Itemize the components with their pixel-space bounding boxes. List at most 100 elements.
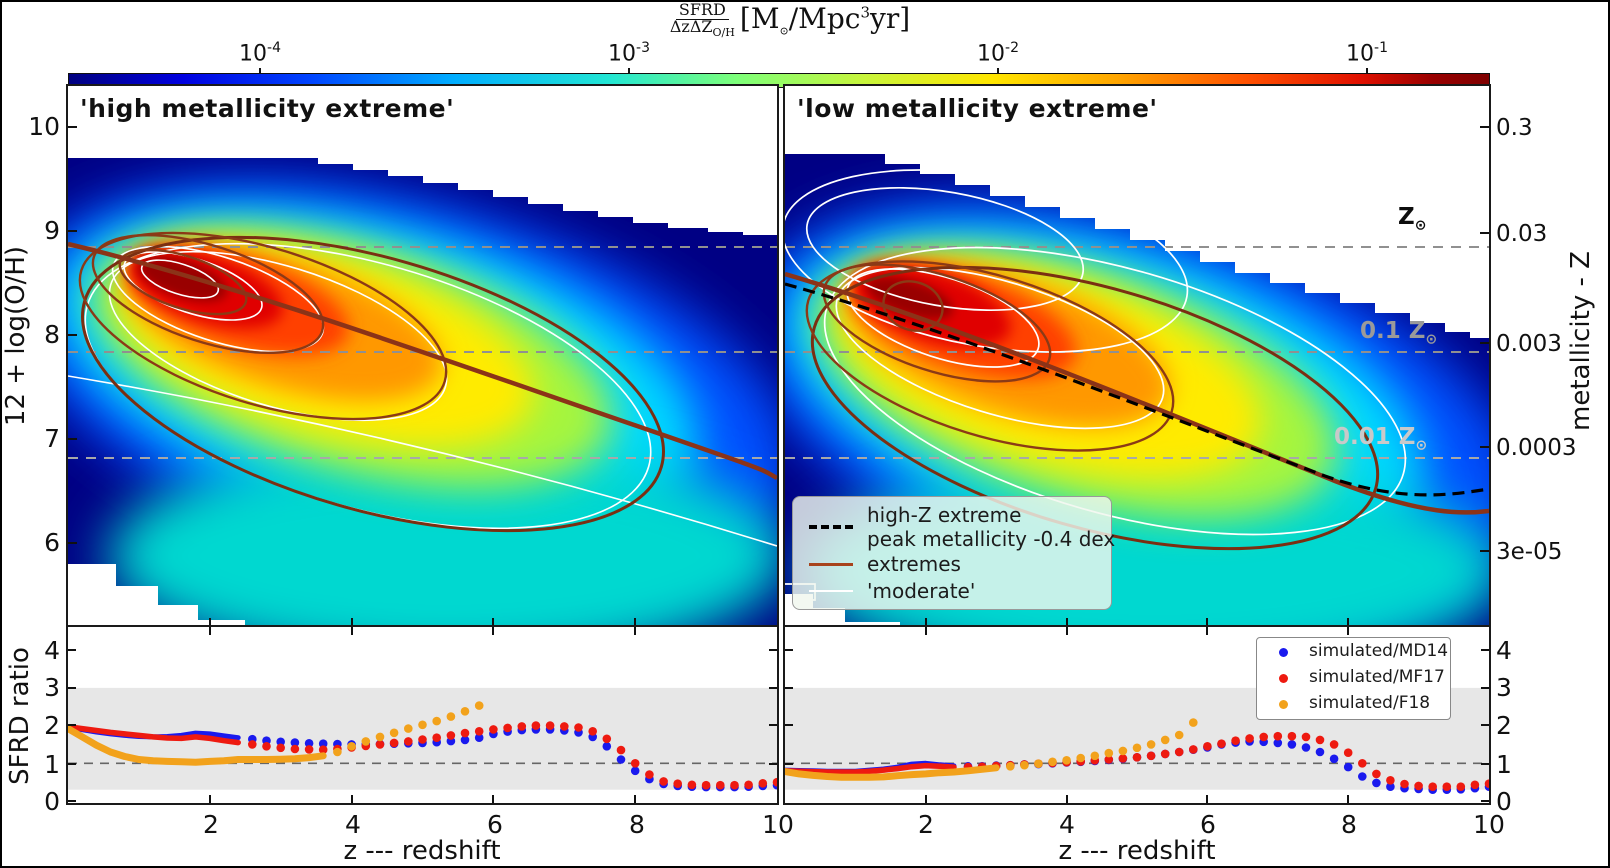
legend-ratio-item-f18: simulated/F18: [1257, 691, 1450, 717]
metallicity-axis-label: metallicity - Z: [1566, 251, 1596, 431]
series-dot-simulated/MF17: [1358, 759, 1367, 768]
series-dot-simulated/MD14: [1287, 740, 1297, 749]
series-dot-simulated/MF17: [687, 780, 697, 790]
colorbar-title-units: [M⊙/Mpc3yr]: [739, 2, 911, 39]
series-dot-simulated/MD14: [1372, 778, 1381, 788]
series-dot-simulated/F18: [347, 742, 356, 751]
series-dot-simulated/F18: [418, 720, 427, 730]
label-tenth-solar-z: 0.1 Z⊙: [1360, 318, 1438, 348]
colorbar-title-denominator: ΔzΔZO/H: [669, 16, 735, 39]
series-dot-simulated/F18: [1189, 718, 1198, 727]
metallicity-tick: 0.0003: [1496, 435, 1577, 461]
legend-ratio-label: simulated/MF17: [1309, 667, 1445, 687]
x-tick: 8: [1341, 810, 1357, 839]
series-dot-simulated/MF17: [531, 721, 541, 730]
series-dot-simulated/MD14: [1273, 738, 1283, 748]
series-dot-simulated/MD14: [304, 739, 314, 748]
ratio-y-tick: 3: [1496, 673, 1512, 702]
legend-main: high-Z extreme peak metallicity -0.4 dex…: [792, 496, 1115, 610]
series-dot-simulated/MF17: [1217, 739, 1226, 748]
x-tick: 8: [629, 810, 645, 839]
series-dot-simulated/MF17: [304, 745, 314, 754]
legend-ratio: simulated/MD14 simulated/MF17 simulated/…: [1256, 637, 1451, 720]
series-dot-simulated/MF17: [1146, 751, 1156, 761]
label-hundredth-solar-z: 0.01 Z⊙: [1334, 424, 1428, 454]
heatmap-left-field: [68, 158, 777, 627]
series-dot-simulated/MF17: [276, 743, 285, 753]
series-dot-simulated/F18: [333, 747, 342, 757]
series-dot-simulated/MF17: [290, 744, 300, 754]
ratio-y-axis-label: SFRD ratio: [5, 647, 35, 785]
ratio-y-tick: 0: [1496, 787, 1512, 816]
series-dot-simulated/MF17: [1104, 755, 1114, 764]
metallicity-tick: 0.3: [1496, 115, 1533, 141]
x-axis-label-left: z --- redshift: [343, 836, 501, 866]
red-dot-icon: [1279, 674, 1288, 683]
series-line-simulated/MF17: [782, 762, 957, 775]
series-dot-simulated/MD14: [474, 733, 484, 742]
series-dot-simulated/MF17: [1400, 779, 1409, 789]
legend-main-item-dashed: high-Z extreme peak metallicity -0.4 dex: [793, 501, 1115, 551]
series-dot-simulated/MF17: [404, 737, 413, 746]
series-dot-simulated/F18: [389, 728, 399, 738]
main-y-axis-label: 12 + log(O/H): [1, 245, 31, 427]
series-dot-simulated/MD14: [1343, 762, 1353, 772]
ratio-y-tick: 1: [44, 750, 60, 779]
colorbar-tick-1e-3: 10-3: [608, 40, 650, 67]
series-line-simulated/F18: [781, 764, 1000, 781]
series-layer: [64, 701, 782, 792]
blue-dot-icon: [1279, 648, 1288, 657]
series-dot-simulated/MF17: [262, 742, 271, 751]
series-dot-simulated/MF17: [1231, 736, 1240, 745]
ratio-panel-left: [64, 625, 782, 805]
series-dot-simulated/MF17: [1442, 782, 1452, 791]
series-dot-simulated/MD14: [602, 742, 612, 751]
series-dot-simulated/MF17: [503, 723, 512, 733]
label-solar-z: Z⊙: [1398, 204, 1427, 234]
legend-ratio-item-md14: simulated/MD14: [1257, 639, 1450, 665]
series-dot-simulated/F18: [361, 737, 371, 746]
main-y-tick: 7: [44, 424, 60, 453]
series-dot-simulated/F18: [446, 712, 456, 721]
series-dot-simulated/MD14: [290, 738, 300, 747]
series-line-simulated/F18: [64, 725, 327, 766]
series-dot-simulated/MF17: [1329, 740, 1339, 749]
legend-ratio-label: simulated/F18: [1309, 693, 1431, 713]
series-dot-simulated/MF17: [659, 777, 668, 786]
series-dot-simulated/MD14: [318, 739, 328, 748]
series-dot-simulated/F18: [1090, 751, 1100, 761]
series-dot-simulated/MF17: [1315, 735, 1325, 745]
series-dot-simulated/MF17: [1174, 747, 1184, 757]
series-dot-simulated/MF17: [1259, 732, 1268, 742]
series-dot-simulated/MF17: [673, 779, 682, 788]
legend-main-item-extremes: extremes: [793, 551, 1111, 577]
series-dot-simulated/MF17: [758, 779, 768, 788]
series-dot-simulated/MD14: [1315, 747, 1325, 757]
colorbar-tick-1e-4: 10-4: [239, 40, 281, 67]
series-dot-simulated/F18: [1174, 730, 1184, 740]
dashed-black-line-sample: [809, 525, 853, 529]
series-dot-simulated/MF17: [1273, 731, 1283, 741]
series-dot-simulated/MD14: [630, 766, 640, 776]
extremes-relation-line-left: [67, 241, 779, 480]
series-dot-simulated/F18: [1118, 746, 1128, 756]
main-y-tick: 10: [28, 112, 60, 141]
x-tick: 2: [918, 810, 934, 839]
series-dot-simulated/MF17: [460, 728, 470, 738]
series-dot-simulated/MF17: [1386, 776, 1395, 785]
ratio-left-ticks: [68, 627, 777, 803]
series-dot-simulated/F18: [1048, 757, 1057, 767]
extremes-contours-left: [67, 231, 779, 533]
colorbar-title-fraction: SFRD ΔzΔZO/H: [669, 0, 735, 39]
series-dot-simulated/MF17: [318, 745, 328, 754]
series-dot-simulated/MF17: [1428, 782, 1437, 791]
series-dot-simulated/MF17: [248, 740, 257, 749]
ratio-y-tick: 3: [44, 673, 60, 702]
series-dot-simulated/MF17: [545, 721, 555, 730]
brown-line-sample: [809, 563, 853, 566]
series-dot-simulated/F18: [460, 707, 470, 716]
highz-peak-dashed-line: [784, 282, 1490, 497]
series-dot-simulated/F18: [1160, 735, 1170, 745]
series-dot-simulated/MF17: [701, 780, 711, 790]
